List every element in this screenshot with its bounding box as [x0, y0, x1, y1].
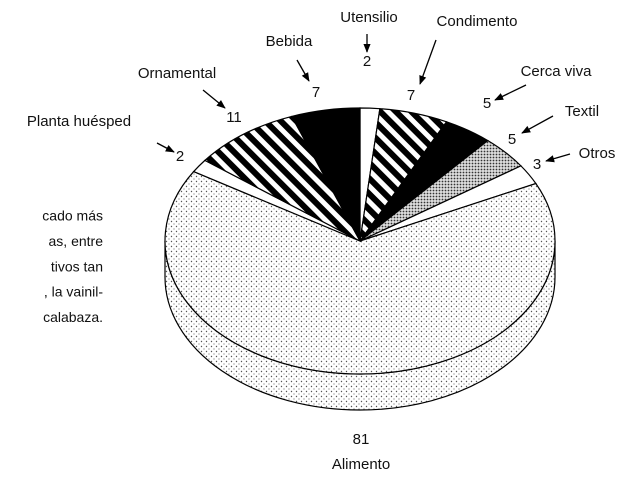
category-label: Bebida: [266, 33, 313, 50]
paragraph-line: tivos tan: [51, 258, 103, 274]
slice: [290, 107, 361, 242]
leader-arrow: [296, 59, 310, 82]
category-label: Cerca viva: [521, 63, 593, 80]
labels: Utensilio 2 Condimento 7 Cerca viva 5 Textil 5 O…: [27, 9, 615, 473]
paragraph-line: cado más: [42, 208, 103, 224]
leader-arrow: [419, 39, 437, 85]
paragraph-line: as, entre: [49, 233, 104, 249]
slice: [203, 115, 362, 243]
leader-arrow: [494, 84, 527, 101]
leader-arrow: [545, 153, 571, 163]
leader-arrow: [202, 89, 226, 109]
paragraph-line: , la vainil-: [44, 284, 103, 300]
value-label: 81: [353, 431, 370, 448]
side-text: cado más as, entre tivos tan , la vainil-ca…: [42, 208, 103, 325]
category-label: Ornamental: [138, 65, 216, 82]
category-label: Textil: [565, 103, 599, 120]
pie: [164, 107, 556, 411]
value-label: 2: [176, 148, 184, 165]
value-label: 3: [533, 156, 541, 173]
category-label: Utensilio: [340, 9, 398, 26]
value-label: 5: [483, 95, 491, 112]
category-label: Otros: [579, 145, 616, 162]
value-label: 11: [226, 109, 242, 126]
slice: [164, 170, 556, 375]
leader-arrow: [521, 115, 554, 134]
category-label: Condimento: [437, 13, 518, 30]
value-label: 5: [508, 131, 516, 148]
paragraph-line: calabaza.: [43, 309, 103, 325]
leader-arrow: [156, 142, 175, 153]
category-label: Planta huésped: [27, 113, 131, 130]
category-label: Alimento: [332, 456, 390, 473]
value-label: 7: [312, 84, 320, 101]
value-label: 2: [363, 53, 371, 70]
value-label: 7: [407, 87, 415, 104]
